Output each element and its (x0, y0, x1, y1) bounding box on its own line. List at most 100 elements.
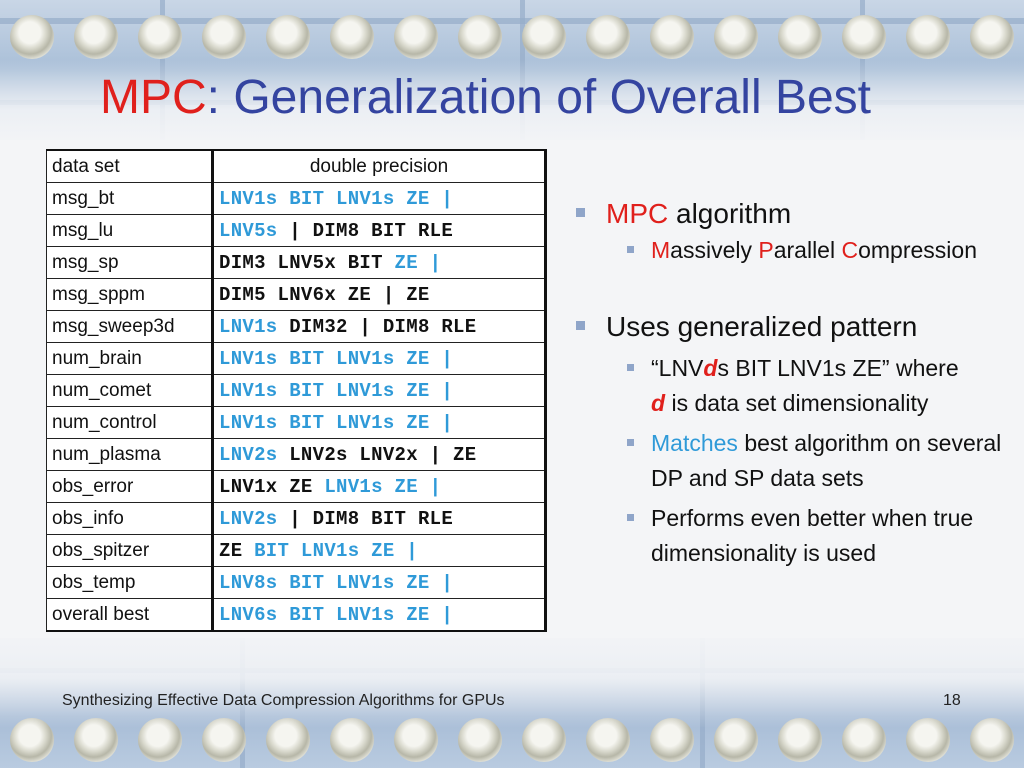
performs-text: Performs even better when true dimension… (651, 505, 974, 566)
data-set-name: num_control (46, 406, 213, 439)
algorithm-segment: DIM32 | DIM8 RLE (277, 315, 477, 338)
table-row: num_plasma LNV2s LNV2s LNV2x | ZE (46, 438, 547, 471)
bullet-generalized-pattern: Uses generalized pattern (572, 308, 1012, 346)
letter-c: C (841, 237, 859, 263)
algorithm-segment: LNV2s (219, 507, 278, 530)
algorithm-cell: LNV5s | DIM8 BIT RLE (211, 214, 547, 247)
algorithm-cell: LNV2s LNV2s LNV2x | ZE (211, 438, 547, 471)
algorithm-cell: LNV1x ZE LNV1s ZE | (211, 470, 547, 503)
pattern-d: d (703, 355, 718, 381)
letter-p: P (758, 237, 774, 263)
data-set-name: num_brain (46, 342, 213, 375)
table-row: overall best LNV6s BIT LNV1s ZE | (46, 598, 547, 632)
table-row: num_comet LNV1s BIT LNV1s ZE | (46, 374, 547, 407)
sub-bullet-mpc-expansion: Massively Parallel Compression (572, 233, 1012, 268)
table-row: msg_sppm DIM5 LNV6x ZE | ZE (46, 278, 547, 311)
sub-bullet-square-icon (627, 439, 634, 446)
sub-bullet-performs: Performs even better when true dimension… (572, 501, 1012, 571)
algorithm-segment: LNV5s (219, 219, 278, 242)
algorithm-segment: LNV1s (219, 315, 278, 338)
algorithm-cell: LNV1s BIT LNV1s ZE | (211, 182, 547, 215)
bullet-list: MPC algorithm Massively Parallel Compres… (572, 195, 1012, 571)
algorithm-segment: LNV1s BIT LNV1s ZE | (219, 411, 454, 434)
algorithm-segment: DIM3 LNV5x BIT (219, 251, 395, 274)
text-arallel: arallel (773, 237, 842, 263)
algorithm-segment: LNV1s ZE | (324, 475, 442, 498)
algorithm-cell: DIM3 LNV5x BIT ZE | (211, 246, 547, 279)
algorithm-segment: LNV1s BIT LNV1s ZE | (219, 187, 454, 210)
data-set-name: msg_sppm (46, 278, 213, 311)
algorithm-segment: | DIM8 BIT RLE (277, 219, 454, 242)
algorithm-segment: | DIM8 BIT RLE (277, 507, 454, 530)
data-set-name: obs_spitzer (46, 534, 213, 567)
header-fade (0, 60, 1024, 150)
page-number: 18 (943, 692, 961, 709)
bullet-square-icon (576, 208, 585, 217)
data-set-name: num_comet (46, 374, 213, 407)
algorithm-cell: LNV1s BIT LNV1s ZE | (211, 374, 547, 407)
algorithm-segment: DIM5 LNV6x ZE | ZE (219, 283, 430, 306)
algorithm-segment: LNV2s (219, 443, 278, 466)
title-text: : Generalization of Overall Best (206, 71, 871, 124)
matches-accent: Matches (651, 430, 738, 456)
bullet-mpc-algorithm: MPC algorithm (572, 195, 1012, 233)
bullet-mpc-accent: MPC (606, 198, 669, 229)
data-set-name: num_plasma (46, 438, 213, 471)
sub-bullet-square-icon (627, 514, 634, 521)
algorithm-cell: LNV8s BIT LNV1s ZE | (211, 566, 547, 599)
footer-fade (0, 618, 1024, 728)
data-set-name: obs_temp (46, 566, 213, 599)
table-row: num_brain LNV1s BIT LNV1s ZE | (46, 342, 547, 375)
table-row: msg_sweep3d LNV1s DIM32 | DIM8 RLE (46, 310, 547, 343)
algorithm-cell: LNV1s BIT LNV1s ZE | (211, 342, 547, 375)
data-set-name: obs_info (46, 502, 213, 535)
matches-text: best algorithm on several DP and SP data… (651, 430, 1002, 491)
data-set-name: msg_sweep3d (46, 310, 213, 343)
pattern-post2: is data set dimensionality (665, 390, 929, 416)
algorithm-segment: LNV1x ZE (219, 475, 325, 498)
pattern-post: s BIT LNV1s ZE” where (717, 355, 959, 381)
footer-title: Synthesizing Effective Data Compression … (62, 692, 505, 709)
sub-bullet-matches: Matches best algorithm on several DP and… (572, 426, 1012, 496)
algorithm-cell: ZE BIT LNV1s ZE | (211, 534, 547, 567)
table-row: obs_temp LNV8s BIT LNV1s ZE | (46, 566, 547, 599)
algorithm-segment: LNV1s BIT LNV1s ZE | (219, 379, 454, 402)
table-row: msg_bt LNV1s BIT LNV1s ZE | (46, 182, 547, 215)
algorithm-cell: LNV2s | DIM8 BIT RLE (211, 502, 547, 535)
bullet-generalized-text: Uses generalized pattern (606, 311, 918, 342)
letter-m: M (651, 237, 671, 263)
table-row: obs_error LNV1x ZE LNV1s ZE | (46, 470, 547, 503)
sub-bullet-square-icon (627, 246, 634, 253)
header-double-precision: double precision (211, 149, 547, 183)
algorithm-segment: LNV8s BIT LNV1s ZE | (219, 571, 454, 594)
data-set-name: msg_sp (46, 246, 213, 279)
table-header-row: data set double precision (46, 149, 547, 183)
data-set-name: msg_lu (46, 214, 213, 247)
algorithm-cell: LNV6s BIT LNV1s ZE | (211, 598, 547, 632)
text-ompression: ompression (858, 237, 977, 263)
table-row: obs_info LNV2s | DIM8 BIT RLE (46, 502, 547, 535)
title-accent: MPC (100, 71, 207, 124)
pattern-d2: d (651, 390, 666, 416)
algorithm-segment: ZE (219, 539, 255, 562)
sub-bullet-pattern: “LNVds BIT LNV1s ZE” where d is data set … (572, 351, 1012, 421)
algorithm-segment: BIT LNV1s ZE | (254, 539, 418, 562)
table-row: obs_spitzer ZE BIT LNV1s ZE | (46, 534, 547, 567)
bullet-mpc-text: algorithm (668, 198, 792, 229)
table-row: msg_sp DIM3 LNV5x BIT ZE | (46, 246, 547, 279)
bullet-square-icon (576, 321, 585, 330)
algorithm-cell: LNV1s DIM32 | DIM8 RLE (211, 310, 547, 343)
sub-bullet-square-icon (627, 364, 634, 371)
data-set-name: msg_bt (46, 182, 213, 215)
algorithm-cell: DIM5 LNV6x ZE | ZE (211, 278, 547, 311)
header-data-set: data set (46, 149, 213, 183)
algorithm-cell: LNV1s BIT LNV1s ZE | (211, 406, 547, 439)
table-row: msg_lu LNV5s | DIM8 BIT RLE (46, 214, 547, 247)
algorithm-segment: ZE | (394, 251, 442, 274)
data-set-name: overall best (46, 598, 213, 632)
algorithm-segment: LNV1s BIT LNV1s ZE | (219, 347, 454, 370)
text-assively: assively (670, 237, 759, 263)
table-row: num_control LNV1s BIT LNV1s ZE | (46, 406, 547, 439)
data-set-name: obs_error (46, 470, 213, 503)
algorithm-table: data set double precision msg_bt LNV1s BI… (46, 149, 547, 632)
